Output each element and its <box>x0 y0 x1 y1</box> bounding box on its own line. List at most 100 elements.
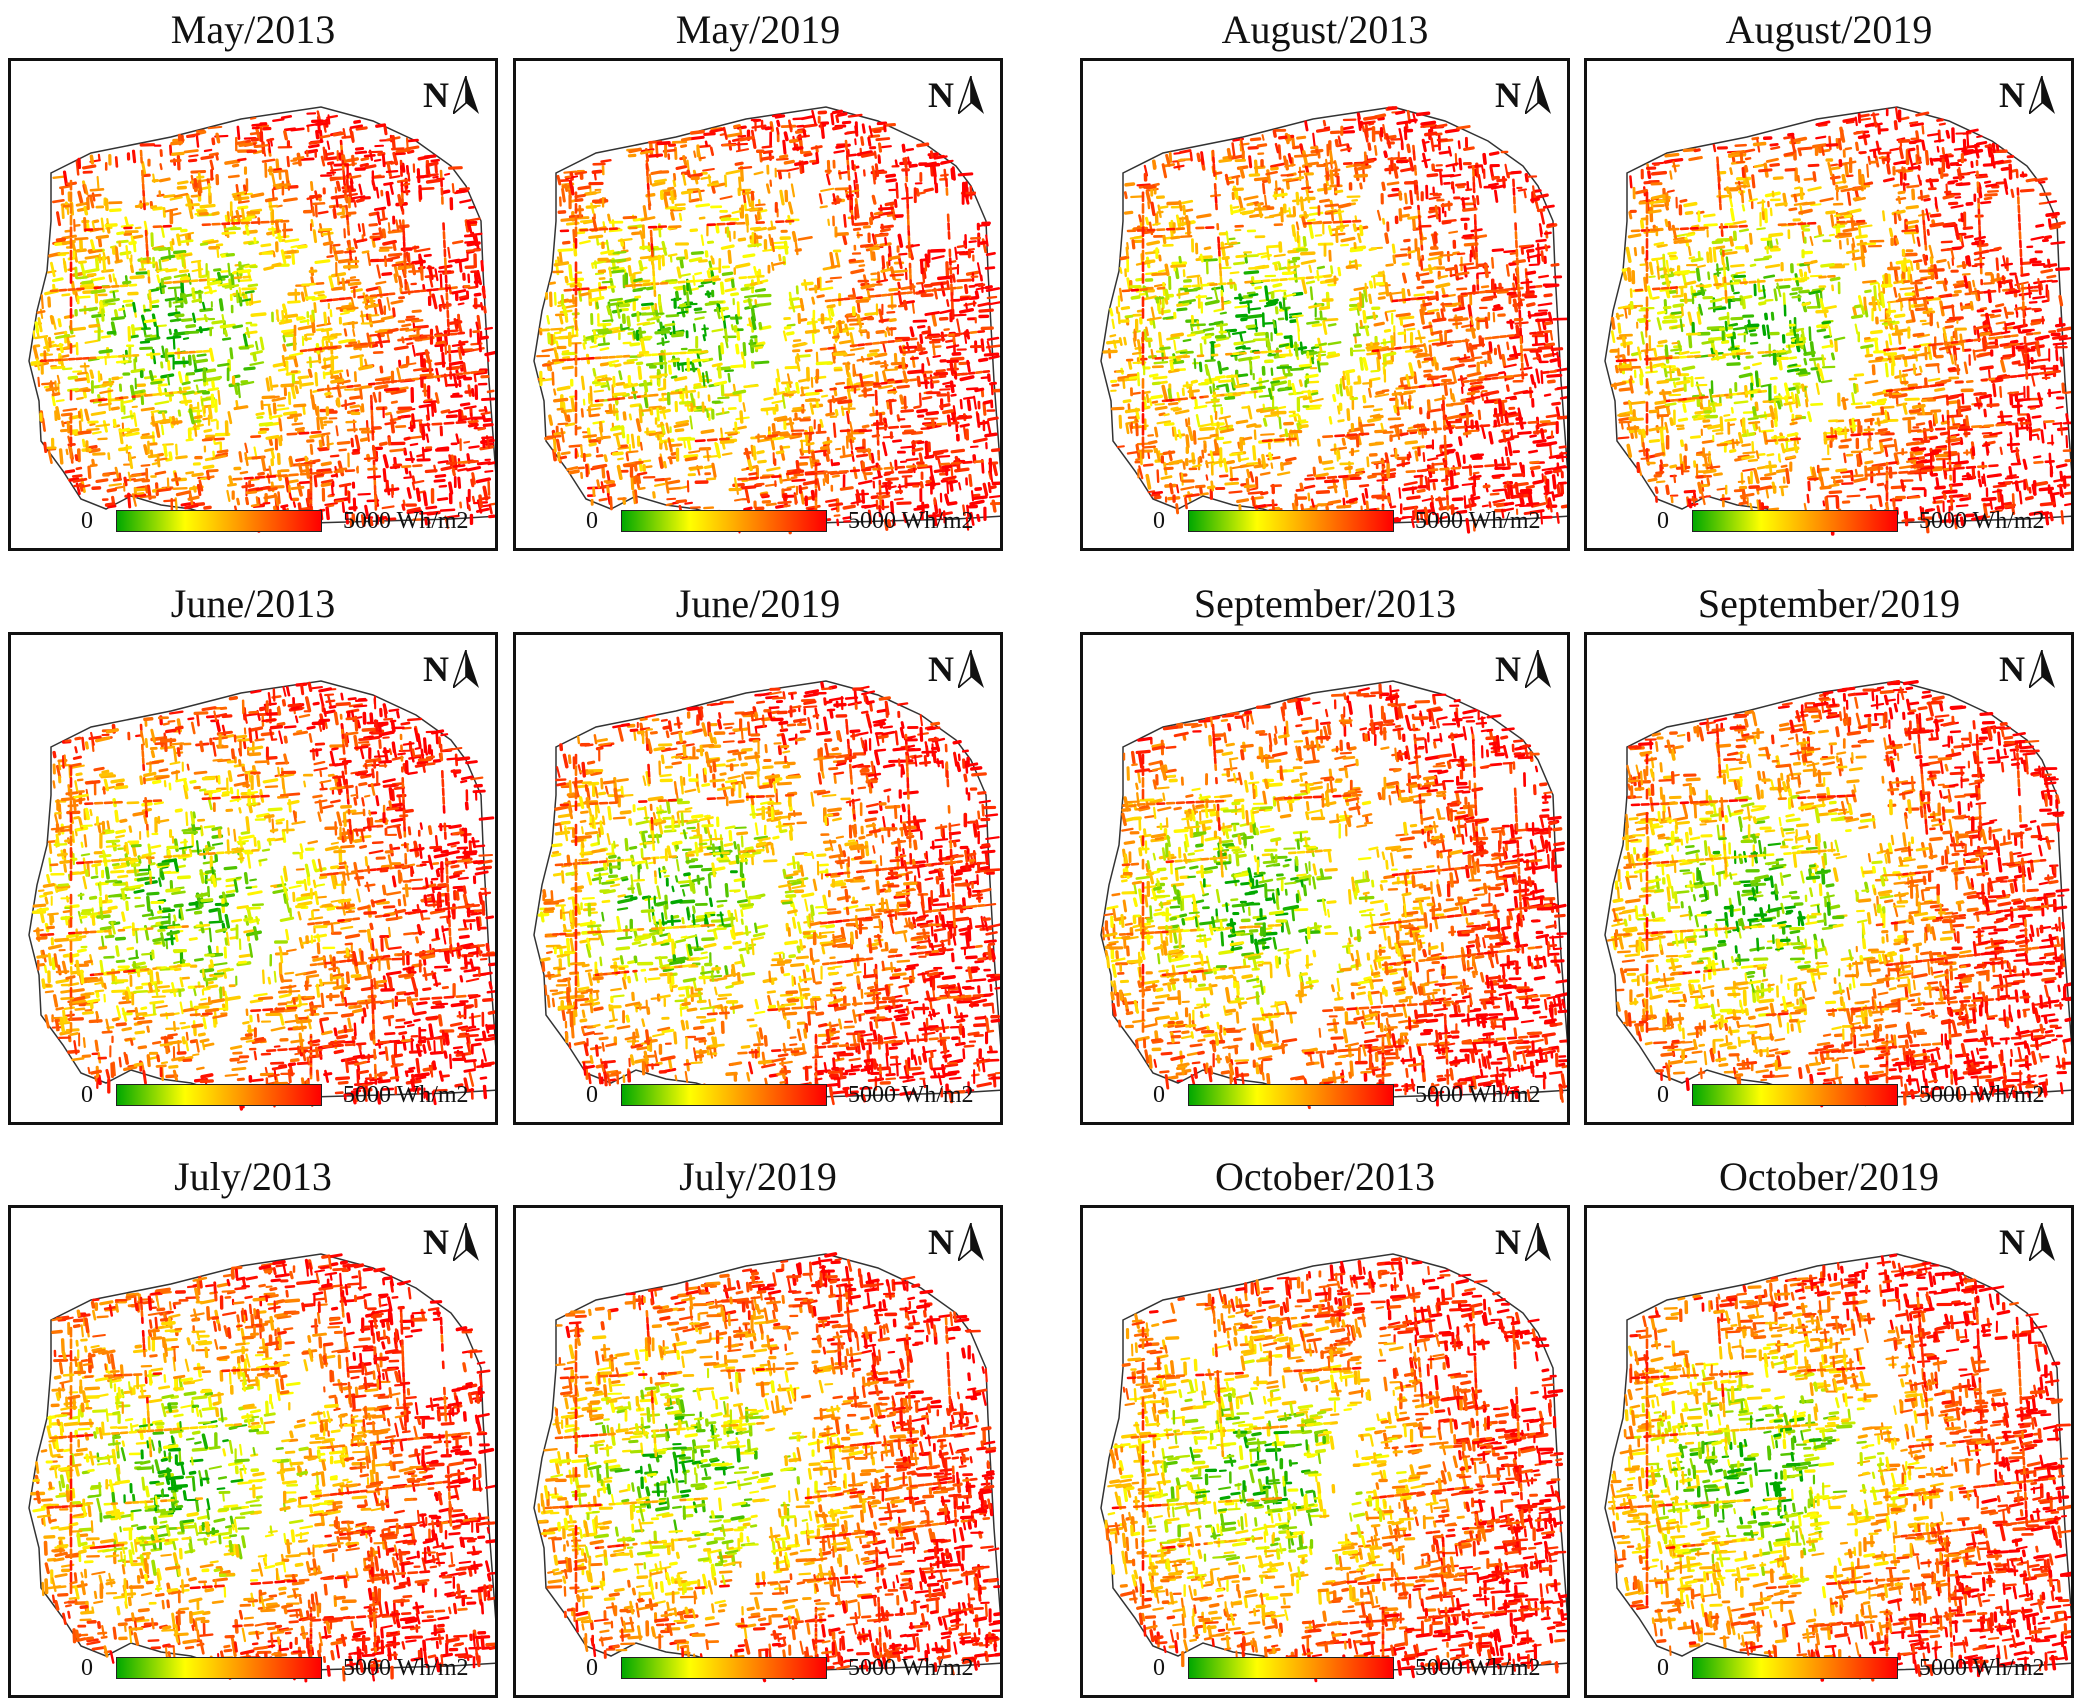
map-frame: N 0 5000 Wh/m2 <box>1584 58 2074 551</box>
north-letter: N <box>423 75 449 115</box>
north-arrow-icon <box>1525 76 1551 114</box>
panel-title: June/2013 <box>8 580 498 628</box>
map-frame: N 0 5000 Wh/m2 <box>1080 632 1570 1125</box>
color-legend: 0 5000 Wh/m2 <box>11 1653 495 1683</box>
north-arrow: N <box>928 649 984 689</box>
color-legend: 0 5000 Wh/m2 <box>1083 1653 1567 1683</box>
map-panel: July/2019 N 0 5000 Wh/m2 <box>513 1153 1003 1698</box>
north-letter: N <box>928 75 954 115</box>
color-legend: 0 5000 Wh/m2 <box>11 1080 495 1110</box>
legend-max-label: 5000 Wh/m2 <box>1415 1655 1541 1682</box>
map-frame: N 0 5000 Wh/m2 <box>8 632 498 1125</box>
legend-color-bar <box>116 1657 322 1679</box>
north-arrow: N <box>423 649 479 689</box>
street-segments <box>1606 679 2071 1108</box>
legend-max-label: 5000 Wh/m2 <box>343 1655 469 1682</box>
panel-title: June/2019 <box>513 580 1003 628</box>
radiation-map <box>28 680 495 1111</box>
street-segments <box>537 1252 1000 1683</box>
legend-min-label: 0 <box>81 1655 93 1682</box>
street-segments <box>30 110 495 533</box>
map-frame: N 0 5000 Wh/m2 <box>8 1205 498 1698</box>
north-letter: N <box>1999 1222 2025 1262</box>
radiation-map <box>1604 1253 2071 1682</box>
street-segments <box>1609 106 2071 536</box>
north-arrow: N <box>423 1222 479 1262</box>
north-letter: N <box>928 649 954 689</box>
north-arrow: N <box>1495 1222 1551 1262</box>
map-frame: N 0 5000 Wh/m2 <box>8 58 498 551</box>
color-legend: 0 5000 Wh/m2 <box>516 1653 1000 1683</box>
street-segments <box>1104 1256 1567 1683</box>
legend-min-label: 0 <box>1657 508 1669 535</box>
legend-color-bar <box>621 1084 827 1106</box>
north-arrow-icon <box>958 1223 984 1261</box>
color-legend: 0 5000 Wh/m2 <box>1587 1653 2071 1683</box>
north-letter: N <box>928 1222 954 1262</box>
north-arrow-icon <box>1525 1223 1551 1261</box>
legend-max-label: 5000 Wh/m2 <box>1415 1082 1541 1109</box>
map-panel: June/2013 N 0 5000 Wh/m2 <box>8 580 498 1125</box>
street-segments <box>31 681 495 1111</box>
radiation-map <box>28 106 495 533</box>
north-arrow-icon <box>958 650 984 688</box>
radiation-map <box>28 1253 495 1683</box>
north-arrow-icon <box>453 76 479 114</box>
legend-color-bar <box>1692 1657 1898 1679</box>
north-arrow: N <box>423 75 479 115</box>
legend-min-label: 0 <box>1153 508 1165 535</box>
map-frame: N 0 5000 Wh/m2 <box>1584 632 2074 1125</box>
legend-color-bar <box>1188 510 1394 532</box>
panel-title: October/2013 <box>1080 1153 1570 1201</box>
color-legend: 0 5000 Wh/m2 <box>1083 506 1567 536</box>
legend-max-label: 5000 Wh/m2 <box>848 1655 974 1682</box>
legend-max-label: 5000 Wh/m2 <box>1919 1655 2045 1682</box>
radiation-map <box>1100 680 1567 1110</box>
map-panel: June/2019 N 0 5000 Wh/m2 <box>513 580 1003 1125</box>
radiation-map <box>1100 1253 1567 1683</box>
legend-min-label: 0 <box>1657 1655 1669 1682</box>
north-letter: N <box>1495 75 1521 115</box>
street-segments <box>536 109 1000 535</box>
north-arrow: N <box>928 1222 984 1262</box>
north-letter: N <box>423 649 449 689</box>
radiation-map <box>533 680 1000 1106</box>
map-panel: October/2013 N 0 5000 Wh/m2 <box>1080 1153 1570 1698</box>
legend-max-label: 5000 Wh/m2 <box>343 508 469 535</box>
legend-color-bar <box>1692 1084 1898 1106</box>
north-arrow-icon <box>2029 1223 2055 1261</box>
street-segments <box>30 1253 495 1683</box>
radiation-map <box>533 106 1000 535</box>
legend-max-label: 5000 Wh/m2 <box>1919 1082 2045 1109</box>
radiation-map <box>1604 106 2071 536</box>
north-arrow-icon <box>453 1223 479 1261</box>
panel-title: July/2019 <box>513 1153 1003 1201</box>
map-frame: N 0 5000 Wh/m2 <box>1584 1205 2074 1698</box>
legend-min-label: 0 <box>81 1082 93 1109</box>
north-arrow-icon <box>2029 76 2055 114</box>
color-legend: 0 5000 Wh/m2 <box>1587 506 2071 536</box>
north-arrow: N <box>1999 649 2055 689</box>
panel-title: July/2013 <box>8 1153 498 1201</box>
legend-color-bar <box>1692 510 1898 532</box>
panel-title: September/2013 <box>1080 580 1570 628</box>
color-legend: 0 5000 Wh/m2 <box>516 1080 1000 1110</box>
north-arrow: N <box>928 75 984 115</box>
north-arrow: N <box>1495 649 1551 689</box>
map-frame: N 0 5000 Wh/m2 <box>513 632 1003 1125</box>
panel-title: May/2019 <box>513 6 1003 54</box>
map-panel: May/2013 N 0 5000 Wh/m2 <box>8 6 498 551</box>
panel-title: October/2019 <box>1584 1153 2074 1201</box>
panel-title: August/2019 <box>1584 6 2074 54</box>
north-arrow-icon <box>2029 650 2055 688</box>
map-panel: August/2019 N 0 5000 Wh/m2 <box>1584 6 2074 551</box>
legend-min-label: 0 <box>586 508 598 535</box>
map-panel: September/2013 N 0 5000 Wh/m2 <box>1080 580 1570 1125</box>
legend-max-label: 5000 Wh/m2 <box>343 1082 469 1109</box>
legend-color-bar <box>1188 1657 1394 1679</box>
legend-max-label: 5000 Wh/m2 <box>848 1082 974 1109</box>
panel-title: September/2019 <box>1584 580 2074 628</box>
legend-max-label: 5000 Wh/m2 <box>1919 508 2045 535</box>
radiation-map <box>1604 679 2071 1108</box>
color-legend: 0 5000 Wh/m2 <box>1083 1080 1567 1110</box>
